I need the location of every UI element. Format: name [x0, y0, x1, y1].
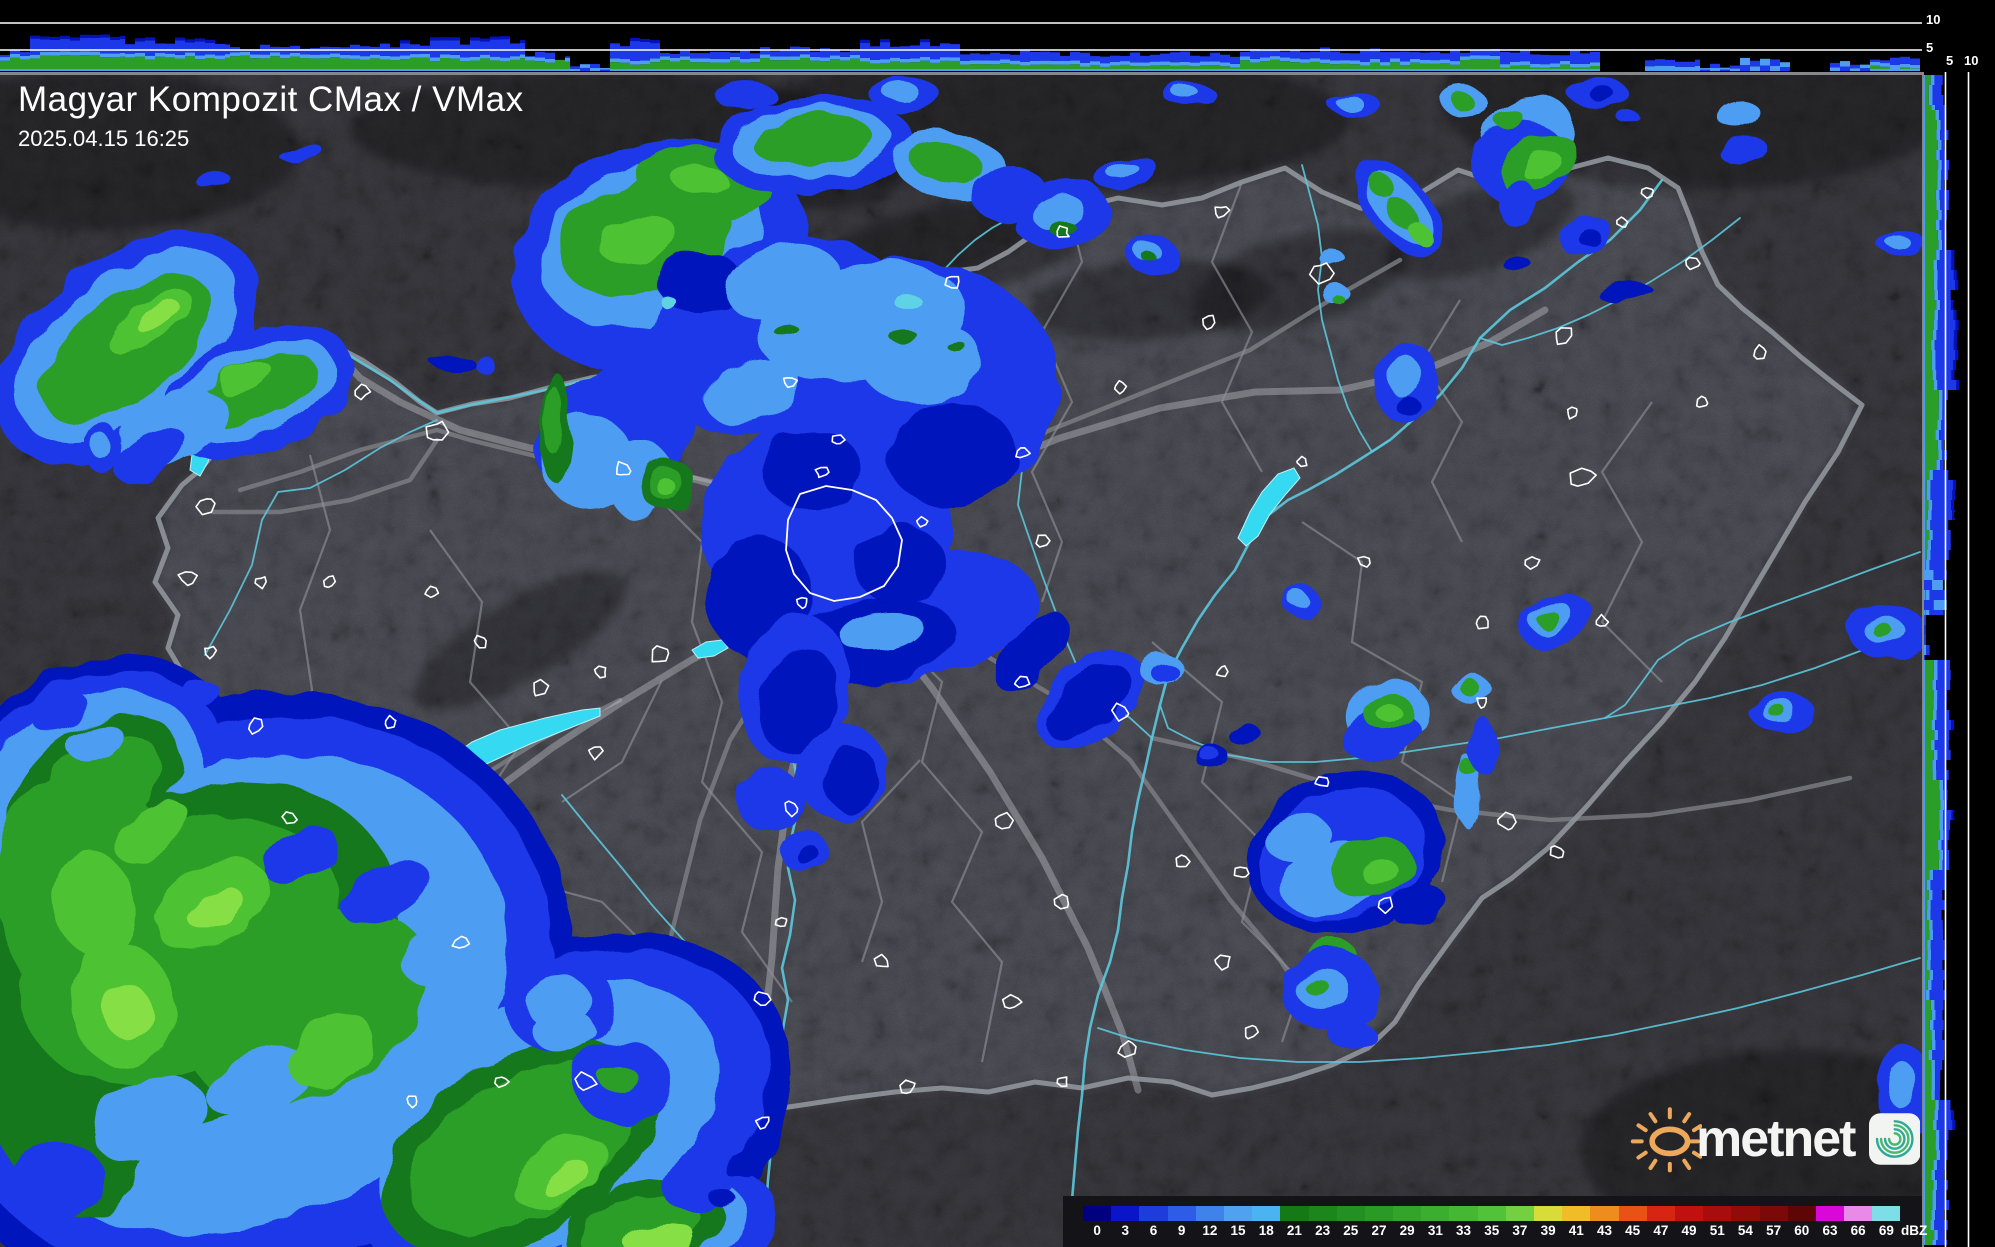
radar-map	[0, 72, 1922, 1247]
legend-swatch	[1223, 1206, 1253, 1221]
legend-tick: 51	[1709, 1223, 1725, 1238]
legend-swatch	[1562, 1206, 1591, 1221]
sun-rays-icon	[1630, 1107, 1703, 1173]
top-height-profile-strip	[0, 0, 1922, 72]
legend-tick: 18	[1258, 1223, 1274, 1238]
legend-swatch	[1477, 1206, 1506, 1221]
legend-tick: 54	[1737, 1223, 1753, 1238]
legend-tick: 63	[1822, 1223, 1838, 1238]
title-block: Magyar Kompozit CMax / VMax 2025.04.15 1…	[18, 80, 524, 152]
legend-tick: 31	[1427, 1223, 1443, 1238]
legend-swatch	[1872, 1206, 1901, 1221]
legend-tick: 41	[1568, 1223, 1584, 1238]
legend-swatch	[1618, 1206, 1647, 1221]
legend-swatch	[1167, 1206, 1196, 1221]
legend-swatch	[1844, 1206, 1873, 1221]
legend-tick: 33	[1456, 1223, 1472, 1238]
legend-swatch	[1421, 1206, 1450, 1221]
legend-swatch	[1646, 1206, 1675, 1221]
legend-swatch	[1505, 1206, 1534, 1221]
legend-swatch	[1336, 1206, 1365, 1221]
legend-swatch	[1252, 1206, 1281, 1221]
legend-tick: 9	[1177, 1223, 1186, 1238]
page-title: Magyar Kompozit CMax / VMax	[18, 80, 524, 119]
legend-swatch	[1139, 1206, 1168, 1221]
legend-tick: 60	[1794, 1223, 1810, 1238]
legend-tick: 6	[1149, 1223, 1158, 1238]
right-height-profile-strip	[1922, 72, 1995, 1247]
legend-tick: 0	[1093, 1223, 1101, 1238]
legend-tick: 47	[1653, 1223, 1669, 1238]
legend-tick: 37	[1512, 1223, 1528, 1238]
map-top-frame	[0, 72, 1922, 75]
legend-swatch	[1111, 1206, 1140, 1221]
legend-swatch	[1364, 1206, 1394, 1221]
top-axis-label-10: 10	[1926, 12, 1941, 27]
legend-tick: 23	[1315, 1223, 1331, 1238]
legend-swatch	[1590, 1206, 1619, 1221]
legend-unit-label: dBZ	[1901, 1223, 1928, 1238]
timestamp: 2025.04.15 16:25	[18, 126, 190, 151]
legend-swatch	[1674, 1206, 1704, 1221]
legend-swatch	[1731, 1206, 1760, 1221]
legend-tick: 12	[1202, 1223, 1218, 1238]
legend-swatch	[1815, 1206, 1845, 1221]
legend-tick: 43	[1596, 1223, 1612, 1238]
legend-swatch	[1703, 1206, 1732, 1221]
legend-swatch	[1195, 1206, 1224, 1221]
legend-tick: 29	[1399, 1223, 1415, 1238]
legend-tick: 69	[1878, 1223, 1894, 1238]
legend-tick: 15	[1230, 1223, 1246, 1238]
legend-tick: 57	[1766, 1223, 1782, 1238]
metnet-logo: metnet	[1628, 1098, 1920, 1180]
top-axis-label-5: 5	[1926, 40, 1934, 55]
legend-tick: 35	[1484, 1223, 1500, 1238]
legend-swatch	[1449, 1206, 1478, 1221]
legend-tick: 39	[1540, 1223, 1556, 1238]
legend-swatch	[1308, 1206, 1337, 1221]
legend-tick: 21	[1286, 1223, 1302, 1238]
radar-echo-overlay	[0, 77, 1922, 1247]
legend-tick: 27	[1371, 1223, 1387, 1238]
legend-swatch	[1083, 1206, 1112, 1221]
legend-tick-labels: 0 3 6 9 12 15 18 21 23 25 27 29 31 33 35 37 39 41 43 45 47 49…	[1083, 1223, 1900, 1238]
brand-name: metnet	[1696, 1110, 1856, 1168]
city-outlines	[177, 186, 1767, 1130]
legend-tick: 45	[1625, 1223, 1641, 1238]
legend-swatch	[1534, 1206, 1563, 1221]
reflectivity-legend: 0 3 6 9 12 15 18 21 23 25 27 29 31 33 35 37 39 41 43 45 47 49…	[1063, 1196, 1927, 1247]
legend-tick: 66	[1850, 1223, 1866, 1238]
legend-tick: 49	[1681, 1223, 1697, 1238]
height-axis-corner: 10 5 5 10	[1922, 0, 1995, 72]
legend-tick: 25	[1343, 1223, 1359, 1238]
legend-swatch	[1280, 1206, 1309, 1221]
legend-tick: 3	[1121, 1223, 1130, 1238]
right-axis-label-5: 5	[1946, 53, 1954, 68]
legend-color-bar	[1083, 1206, 1901, 1221]
right-axis-label-10: 10	[1964, 53, 1979, 68]
spiral-swirl-icon	[1868, 1113, 1920, 1165]
legend-swatch	[1393, 1206, 1422, 1221]
legend-swatch	[1759, 1206, 1788, 1221]
legend-swatch	[1787, 1206, 1816, 1221]
